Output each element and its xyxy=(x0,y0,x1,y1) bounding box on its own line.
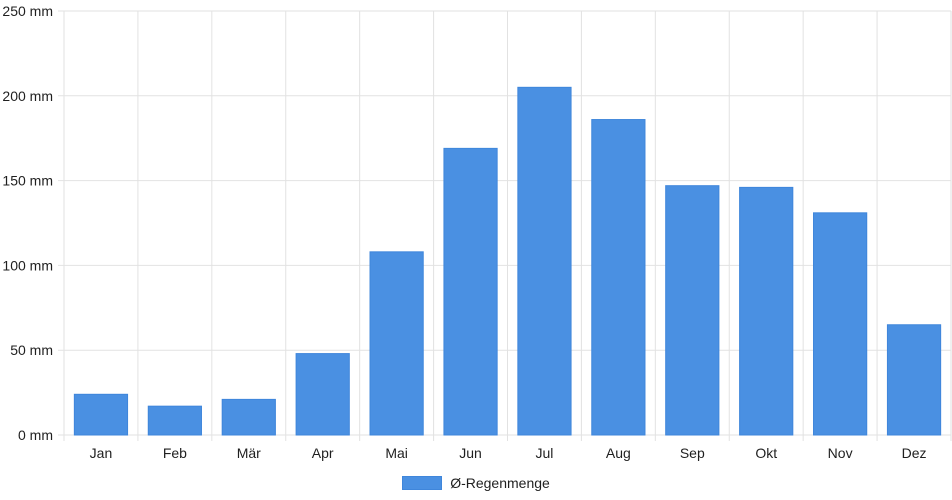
x-tick-label: Nov xyxy=(828,445,853,461)
x-tick-label: Mai xyxy=(385,445,408,461)
x-tick-label: Sep xyxy=(680,445,705,461)
y-tick-label: 100 mm xyxy=(2,257,53,273)
y-tick-label: 0 mm xyxy=(18,427,53,443)
bar xyxy=(739,186,794,436)
bar xyxy=(813,212,868,436)
legend-swatch xyxy=(402,476,443,490)
x-tick-label: Dez xyxy=(902,445,927,461)
bar xyxy=(886,324,942,436)
bar xyxy=(665,185,720,436)
chart-svg: 0 mm 50 mm 100 mm 150 mm 200 mm 250 mm Jan Feb M… xyxy=(2,3,952,461)
legend: Ø-Regenmenge xyxy=(0,472,952,494)
y-tick-label: 50 mm xyxy=(10,342,53,358)
bar xyxy=(517,86,572,436)
y-tick-label: 200 mm xyxy=(2,88,53,104)
bar xyxy=(295,353,350,436)
y-tick-label: 250 mm xyxy=(2,3,53,19)
x-tick-label: Mär xyxy=(237,445,261,461)
bar xyxy=(443,147,498,436)
bar xyxy=(591,119,646,436)
x-tick-label: Jul xyxy=(536,445,554,461)
x-tick-label: Okt xyxy=(755,445,777,461)
bar xyxy=(221,398,276,436)
y-tick-label: 150 mm xyxy=(2,173,53,189)
legend-label: Ø-Regenmenge xyxy=(450,475,550,491)
bar xyxy=(369,251,424,436)
x-tick-label: Jan xyxy=(90,445,113,461)
bar xyxy=(147,405,202,436)
x-tick-label: Apr xyxy=(312,445,334,461)
bar xyxy=(73,393,129,436)
x-tick-label: Aug xyxy=(606,445,631,461)
x-tick-label: Jun xyxy=(459,445,482,461)
x-tick-label: Feb xyxy=(163,445,187,461)
